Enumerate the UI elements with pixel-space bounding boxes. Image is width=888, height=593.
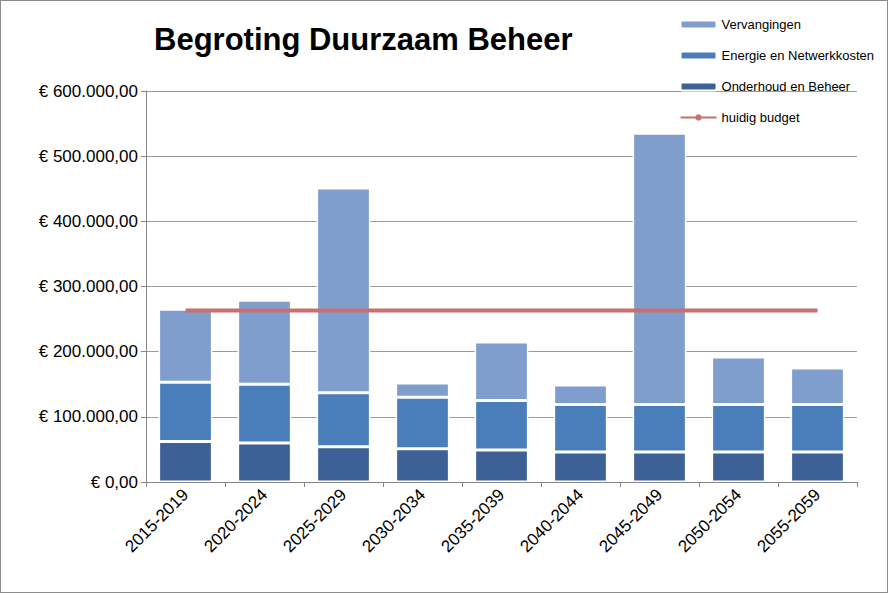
svg-text:2035-2039: 2035-2039 xyxy=(437,485,508,556)
svg-text:2045-2049: 2045-2049 xyxy=(595,485,666,556)
svg-text:Energie en Netwerkkosten: Energie en Netwerkkosten xyxy=(722,48,874,63)
svg-text:Begroting Duurzaam Beheer: Begroting Duurzaam Beheer xyxy=(154,22,573,57)
svg-text:€ 400.000,00: € 400.000,00 xyxy=(39,212,138,231)
svg-text:2025-2029: 2025-2029 xyxy=(279,485,350,556)
svg-text:2020-2024: 2020-2024 xyxy=(200,485,271,556)
svg-text:huidig budget: huidig budget xyxy=(722,110,800,125)
svg-text:2030-2034: 2030-2034 xyxy=(358,485,429,556)
svg-text:€ 300.000,00: € 300.000,00 xyxy=(39,277,138,296)
svg-text:€ 100.000,00: € 100.000,00 xyxy=(39,407,138,426)
svg-text:€ 200.000,00: € 200.000,00 xyxy=(39,342,138,361)
svg-text:2015-2019: 2015-2019 xyxy=(121,485,192,556)
svg-text:2040-2044: 2040-2044 xyxy=(516,485,587,556)
svg-text:€ 0,00: € 0,00 xyxy=(91,473,138,492)
svg-text:Onderhoud en Beheer: Onderhoud en Beheer xyxy=(722,79,851,94)
svg-text:2055-2059: 2055-2059 xyxy=(753,485,824,556)
svg-text:€ 600.000,00: € 600.000,00 xyxy=(39,82,138,101)
svg-text:2050-2054: 2050-2054 xyxy=(674,485,745,556)
svg-text:Vervangingen: Vervangingen xyxy=(722,17,802,32)
svg-text:€ 500.000,00: € 500.000,00 xyxy=(39,147,138,166)
